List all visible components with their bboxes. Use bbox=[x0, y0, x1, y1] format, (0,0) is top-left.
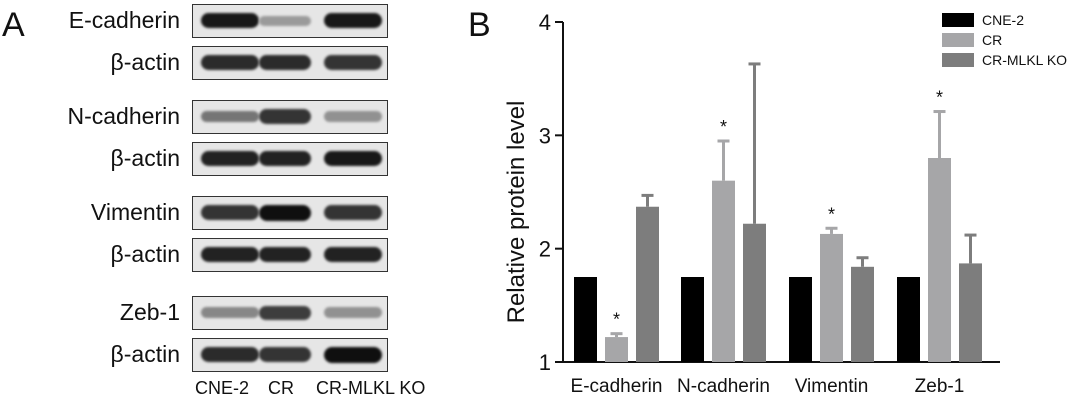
bar bbox=[574, 277, 597, 362]
y-axis-label: Relative protein level bbox=[503, 101, 530, 324]
legend-swatch bbox=[942, 53, 974, 67]
y-tick-label: 3 bbox=[539, 123, 551, 148]
panel-b-letter: B bbox=[468, 6, 491, 44]
blot-band bbox=[259, 109, 311, 124]
x-tick-label: E-cadherin bbox=[571, 376, 663, 397]
lane-label-cr-mlkl-ko: CR-MLKL KO bbox=[316, 378, 426, 398]
blot-band bbox=[201, 150, 259, 167]
bar bbox=[959, 263, 982, 362]
blot-label-beta-actin: β-actin bbox=[110, 145, 180, 171]
blot-band bbox=[259, 347, 311, 362]
blot-band bbox=[324, 150, 382, 167]
blot-strip bbox=[192, 4, 388, 38]
blot-label-beta-actin: β-actin bbox=[110, 341, 180, 367]
x-tick-label: Vimentin bbox=[795, 376, 869, 397]
significance-asterisk: * bbox=[828, 204, 835, 224]
y-tick-label: 2 bbox=[539, 237, 551, 262]
blot-band bbox=[259, 15, 311, 26]
legend-swatch bbox=[942, 13, 974, 27]
blot-label-zeb-1: Zeb-1 bbox=[119, 299, 180, 325]
bar bbox=[820, 233, 843, 362]
legend-label: CR bbox=[982, 32, 1002, 48]
panel-a-letter: A bbox=[2, 6, 25, 44]
bar bbox=[789, 277, 812, 362]
blot-band bbox=[324, 12, 382, 29]
blot-band bbox=[201, 12, 259, 29]
bar bbox=[636, 206, 659, 362]
y-tick-label: 1 bbox=[539, 350, 551, 375]
x-tick-label: N-cadherin bbox=[677, 376, 770, 397]
bar bbox=[928, 158, 951, 362]
blot-band bbox=[201, 246, 259, 263]
x-tick-label: Zeb-1 bbox=[915, 376, 965, 397]
blot-band bbox=[324, 111, 382, 122]
blot-band bbox=[324, 346, 382, 363]
blot-label-beta-actin: β-actin bbox=[110, 49, 180, 75]
blot-strip bbox=[192, 238, 388, 272]
blot-band bbox=[201, 110, 259, 123]
blot-label-beta-actin: β-actin bbox=[110, 241, 180, 267]
bar bbox=[605, 337, 628, 362]
lane-label-cr: CR bbox=[268, 378, 294, 398]
significance-asterisk: * bbox=[720, 117, 727, 137]
blot-label-vimentin: Vimentin bbox=[90, 199, 180, 225]
bar bbox=[681, 277, 704, 362]
blot-strip bbox=[192, 46, 388, 80]
significance-asterisk: * bbox=[936, 88, 943, 108]
legend-label: CNE-2 bbox=[982, 12, 1024, 28]
blot-strip bbox=[192, 338, 388, 372]
blot-band bbox=[259, 246, 311, 263]
significance-asterisk: * bbox=[613, 310, 620, 330]
blot-strip bbox=[192, 142, 388, 176]
blot-strip bbox=[192, 100, 388, 134]
blot-band bbox=[324, 246, 382, 263]
bar bbox=[712, 180, 735, 362]
blot-band bbox=[324, 307, 382, 318]
blot-band bbox=[324, 205, 382, 220]
blot-band bbox=[259, 55, 311, 70]
blot-band bbox=[201, 347, 259, 362]
blot-band bbox=[201, 55, 259, 70]
bar bbox=[897, 277, 920, 362]
blot-label-n-cadherin: N-cadherin bbox=[67, 103, 181, 129]
blot-band bbox=[201, 307, 259, 318]
blot-band bbox=[259, 305, 311, 320]
blot-label-e-cadherin: E-cadherin bbox=[68, 7, 180, 33]
blot-band bbox=[201, 205, 259, 220]
lane-label-cne2: CNE-2 bbox=[195, 378, 250, 398]
blot-band bbox=[259, 204, 311, 221]
blot-strip bbox=[192, 196, 388, 230]
blot-band bbox=[259, 150, 311, 167]
legend-swatch bbox=[942, 33, 974, 47]
blot-strip bbox=[192, 296, 388, 330]
blot-band bbox=[324, 55, 382, 70]
bar bbox=[851, 266, 874, 362]
legend-label: CR-MLKL KO bbox=[982, 52, 1067, 68]
y-tick-label: 4 bbox=[539, 10, 551, 35]
bar bbox=[743, 223, 766, 362]
